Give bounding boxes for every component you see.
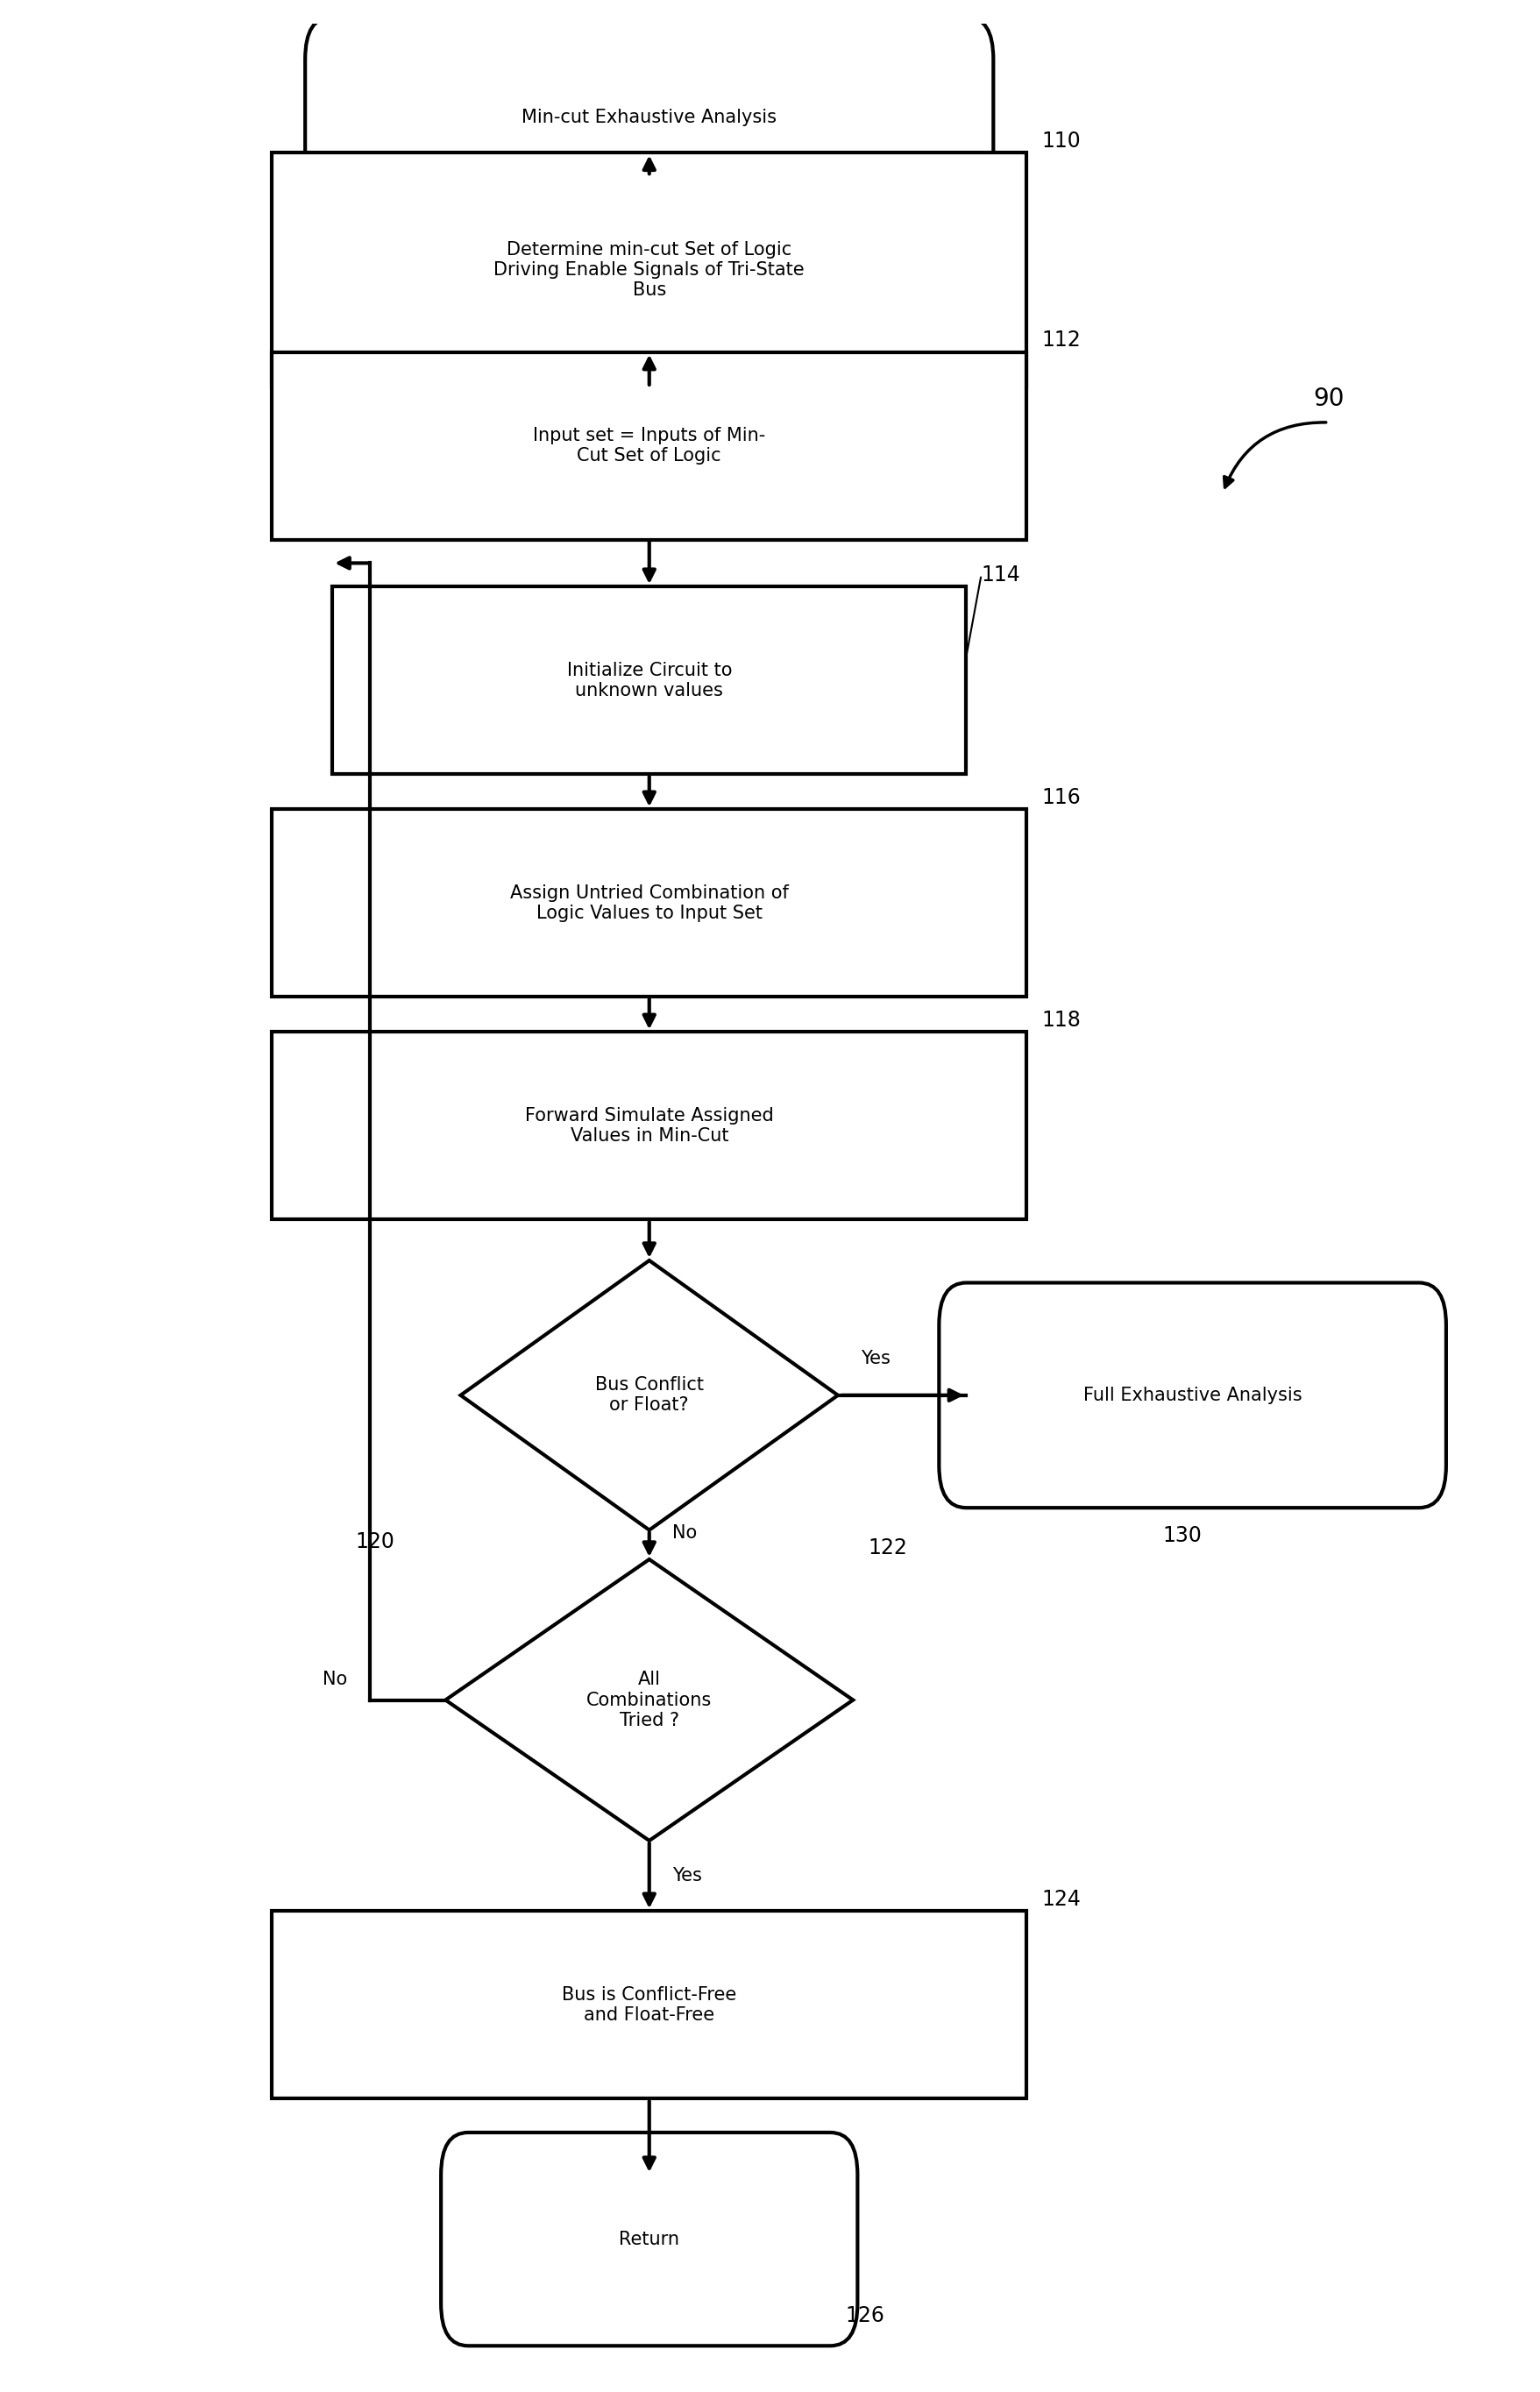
Text: 112: 112: [1041, 330, 1081, 352]
Text: Input set = Inputs of Min-
Cut Set of Logic: Input set = Inputs of Min- Cut Set of Lo…: [533, 426, 765, 464]
Text: 120: 120: [354, 1531, 394, 1552]
Text: 124: 124: [1041, 1890, 1081, 1909]
Text: No: No: [323, 1670, 348, 1689]
Text: 122: 122: [869, 1538, 907, 1557]
Bar: [273, 1911, 1027, 2098]
FancyBboxPatch shape: [939, 1282, 1446, 1507]
FancyBboxPatch shape: [440, 2134, 858, 2347]
Text: 110: 110: [1041, 132, 1081, 151]
Text: Determine min-cut Set of Logic
Driving Enable Signals of Tri-State
Bus: Determine min-cut Set of Logic Driving E…: [494, 242, 805, 299]
Text: 126: 126: [845, 2306, 885, 2325]
Text: Yes: Yes: [861, 1349, 890, 1368]
Bar: [273, 352, 1027, 541]
Text: Bus Conflict
or Float?: Bus Conflict or Float?: [594, 1375, 704, 1414]
Text: Return: Return: [619, 2229, 679, 2248]
Bar: [273, 153, 1027, 388]
Bar: [273, 1031, 1027, 1220]
Text: 116: 116: [1041, 787, 1081, 808]
Text: 114: 114: [981, 565, 1021, 586]
Text: Yes: Yes: [671, 1868, 702, 1885]
Text: No: No: [671, 1524, 696, 1543]
Text: Forward Simulate Assigned
Values in Min-Cut: Forward Simulate Assigned Values in Min-…: [525, 1107, 773, 1146]
Text: 130: 130: [1163, 1526, 1201, 1545]
Text: All
Combinations
Tried ?: All Combinations Tried ?: [587, 1672, 711, 1729]
Text: Min-cut Exhaustive Analysis: Min-cut Exhaustive Analysis: [522, 110, 776, 127]
Bar: [333, 586, 966, 775]
Text: Initialize Circuit to
unknown values: Initialize Circuit to unknown values: [567, 660, 732, 698]
Polygon shape: [460, 1261, 838, 1531]
Text: Full Exhaustive Analysis: Full Exhaustive Analysis: [1083, 1387, 1301, 1404]
Polygon shape: [445, 1560, 853, 1842]
Bar: [273, 808, 1027, 997]
Text: 118: 118: [1041, 1009, 1081, 1031]
FancyBboxPatch shape: [305, 17, 993, 218]
Text: 90: 90: [1312, 388, 1344, 411]
Text: Bus is Conflict-Free
and Float-Free: Bus is Conflict-Free and Float-Free: [562, 1985, 736, 2024]
Text: Assign Untried Combination of
Logic Values to Input Set: Assign Untried Combination of Logic Valu…: [510, 885, 788, 921]
